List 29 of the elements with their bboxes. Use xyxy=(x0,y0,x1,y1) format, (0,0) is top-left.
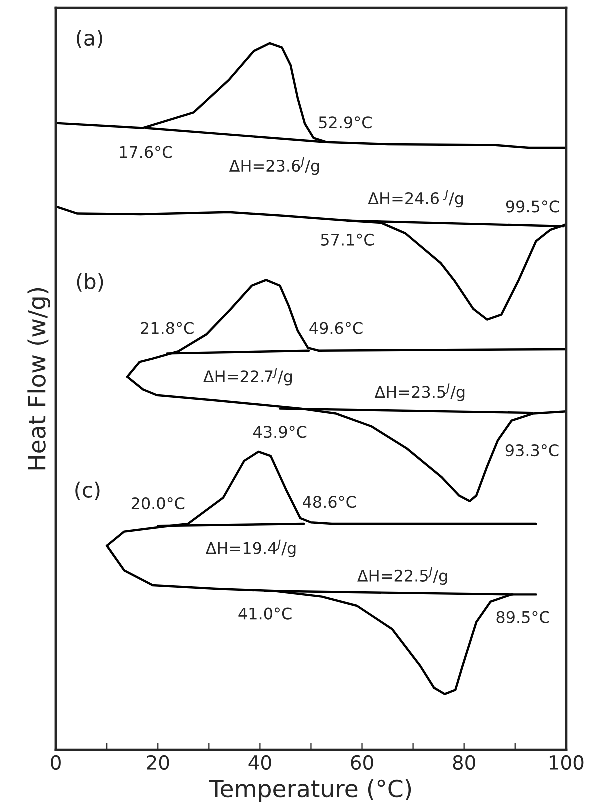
annotation: 41.0°C xyxy=(238,608,292,620)
annotation: ΔH=23.6$^{J}$/g xyxy=(229,158,320,176)
x-tick-label: 80 xyxy=(453,755,476,770)
annotation: 89.5°C xyxy=(496,611,550,624)
annotation: 49.6°C xyxy=(310,322,363,334)
annotation: 43.9°C xyxy=(254,426,307,438)
annotation: ΔH=22.7$^{J}$/g xyxy=(204,368,292,386)
y-axis-title: Heat Flow (w/g) xyxy=(28,288,50,470)
x-tick-label: 40 xyxy=(248,755,272,770)
x-tick-label: 20 xyxy=(147,755,170,770)
annotation: 21.8°C xyxy=(141,322,194,334)
annotation: ΔH=19.4$^{J}$/g xyxy=(206,540,296,558)
annotation: 20.0°C xyxy=(132,497,185,510)
annotation: 48.6°C xyxy=(303,496,356,508)
annotation: 17.6°C xyxy=(120,146,172,158)
annotation: (c) xyxy=(76,482,100,500)
annotation: (b) xyxy=(77,273,104,292)
x-tick-label: 100 xyxy=(550,755,584,770)
annotation: 99.5°C xyxy=(506,200,560,213)
annotation: 57.1°C xyxy=(321,234,374,246)
annotation: ΔH=22.5$^{J}$/g xyxy=(358,567,448,586)
x-tick-label: 60 xyxy=(351,755,374,770)
annotation: ΔH=23.5$^{J}$/g xyxy=(374,384,465,402)
x-tick-label: 0 xyxy=(51,755,61,770)
x-axis-title: Temperature (°C) xyxy=(209,779,412,802)
annotation: ΔH=24.6 $^{J}$/g xyxy=(368,190,464,208)
annotation: 93.3°C xyxy=(506,444,559,457)
annotation: (a) xyxy=(77,30,102,49)
annotation: 52.9°C xyxy=(319,116,372,129)
